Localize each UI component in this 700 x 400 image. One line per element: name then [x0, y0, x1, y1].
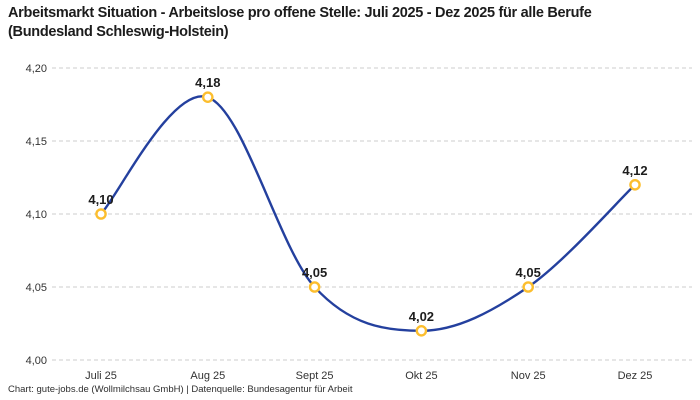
y-tick-label: 4,10 [26, 209, 47, 221]
data-point-label: 4,05 [302, 265, 327, 280]
data-point-label: 4,18 [195, 75, 220, 90]
x-tick-label: Aug 25 [190, 370, 225, 382]
x-tick-label: Dez 25 [618, 370, 653, 382]
x-tick-label: Nov 25 [511, 370, 546, 382]
y-axis-grid [52, 67, 692, 361]
y-tick-label: 4,00 [26, 355, 47, 367]
data-point-marker [308, 281, 321, 293]
data-point-marker [629, 178, 641, 191]
data-point-marker [415, 324, 428, 337]
chart-footer: Chart: gute-jobs.de (Wollmilchsau GmbH) … [8, 384, 353, 395]
data-point-label: 4,05 [516, 265, 541, 280]
x-tick-label: Juli 25 [85, 370, 117, 382]
x-tick-label: Okt 25 [405, 370, 437, 382]
y-tick-label: 4,05 [26, 282, 47, 294]
data-point-marker [95, 208, 107, 220]
chart-title: Arbeitsmarkt Situation - Arbeitslose pro… [8, 5, 592, 40]
series-line [99, 95, 637, 332]
data-point-marker [522, 281, 535, 293]
x-axis-tick-labels: Juli 25 Aug 25 Sept 25 Okt 25 Nov 25 Dez 25 [85, 370, 652, 382]
x-tick-label: Sept 25 [296, 370, 334, 382]
y-axis-tick-labels: 4,00 4,05 4,10 4,15 4,20 [26, 63, 47, 367]
y-tick-label: 4,15 [26, 136, 47, 148]
y-tick-label: 4,20 [26, 63, 47, 75]
data-point-marker [201, 91, 214, 103]
data-point-label: 4,10 [88, 192, 113, 207]
data-point-label: 4,12 [622, 163, 647, 178]
data-point-label: 4,02 [409, 309, 434, 324]
data-points: 4,10 4,18 4,05 4,02 4,05 4,12 [88, 75, 648, 337]
